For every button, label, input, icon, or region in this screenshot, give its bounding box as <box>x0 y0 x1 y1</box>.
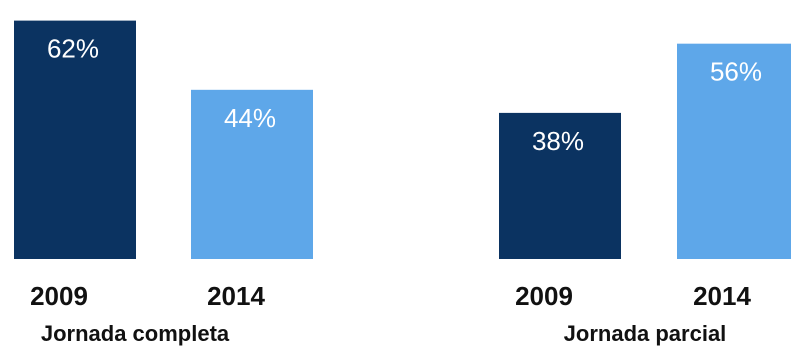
category-label-jornada-parcial-2014: 2014 <box>693 281 751 311</box>
group-label-jornada-completa: Jornada completa <box>41 321 230 346</box>
bar-jornada-completa-2009 <box>14 20 136 259</box>
value-label-jornada-parcial-2009: 38% <box>532 126 584 156</box>
value-label-jornada-completa-2009: 62% <box>47 34 99 64</box>
value-label-jornada-completa-2014: 44% <box>224 103 276 133</box>
value-label-jornada-parcial-2014: 56% <box>710 57 762 87</box>
bar-jornada-parcial-2009 <box>499 112 621 259</box>
bar-jornada-parcial-2014 <box>677 43 791 260</box>
group-jornada-parcial: 38% 56% 2009 2014 Jornada parcial <box>499 43 791 346</box>
category-label-jornada-parcial-2009: 2009 <box>515 281 573 311</box>
category-label-jornada-completa-2014: 2014 <box>207 281 265 311</box>
group-jornada-completa: 62% 44% 2009 2014 Jornada completa <box>14 20 313 346</box>
group-label-jornada-parcial: Jornada parcial <box>564 321 727 346</box>
bar-jornada-completa-2014 <box>191 89 313 259</box>
category-label-jornada-completa-2009: 2009 <box>30 281 88 311</box>
